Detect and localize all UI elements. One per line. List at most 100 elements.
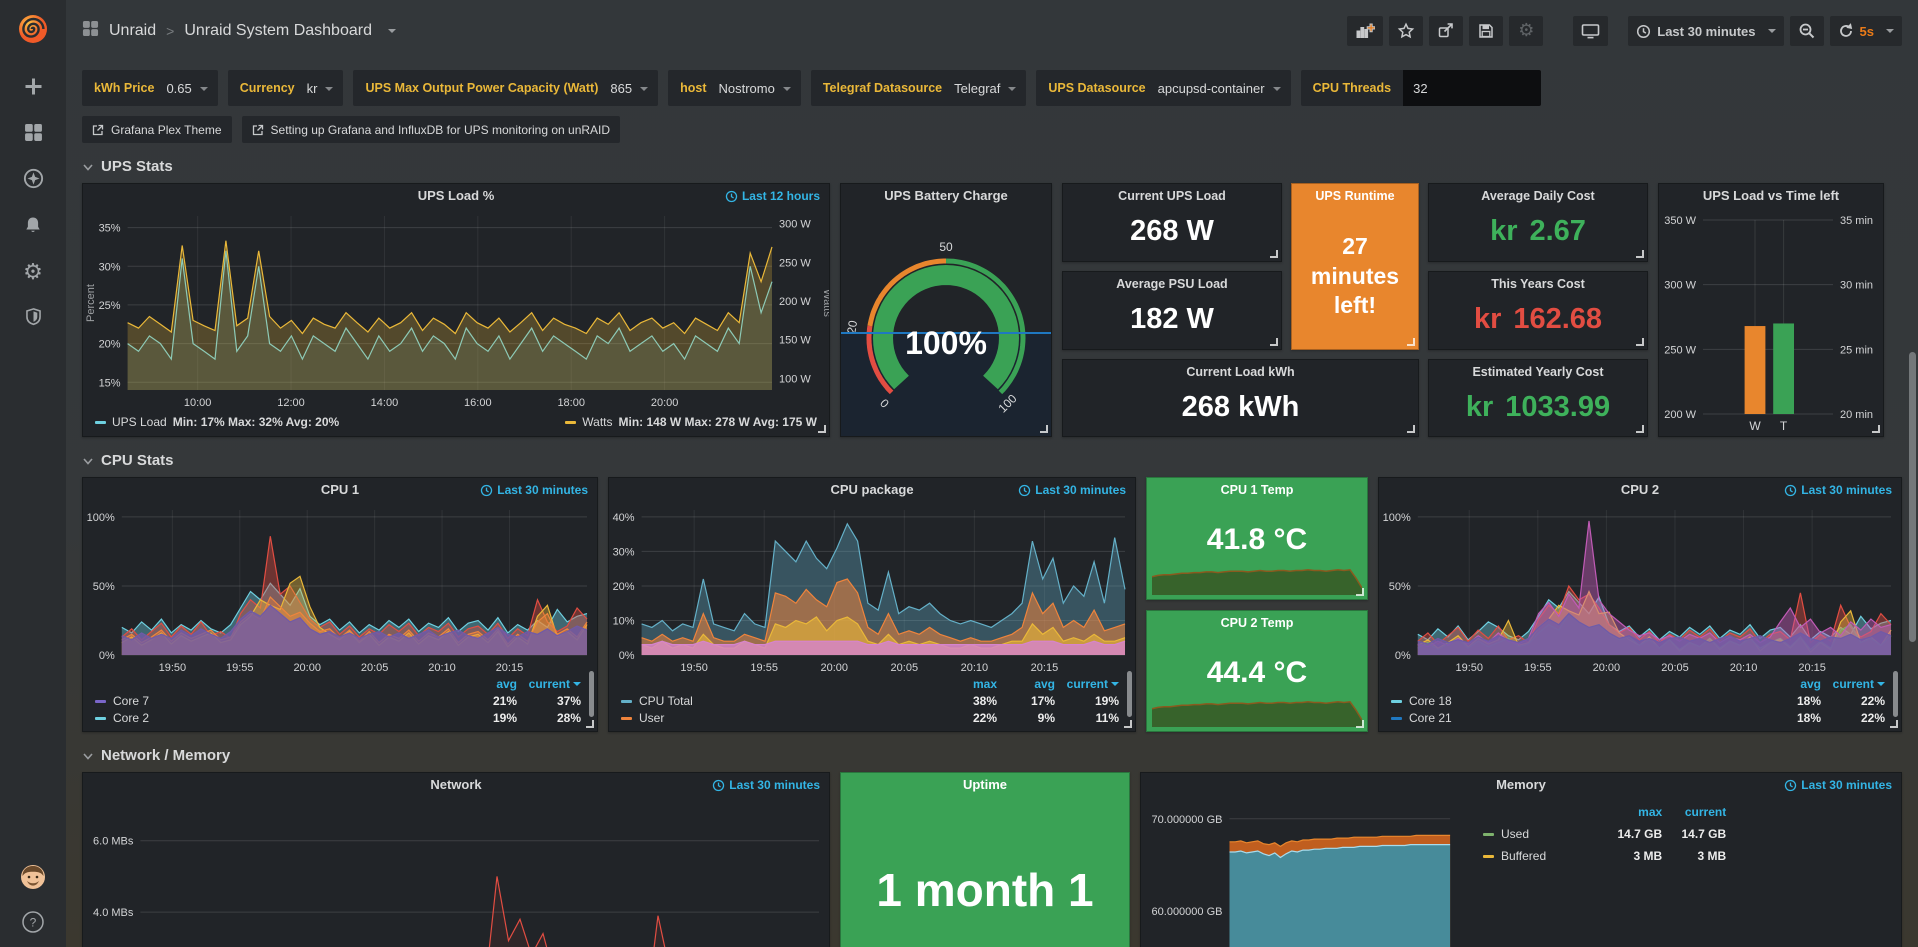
panel-average-daily-cost: Average Daily Cost kr 2.67 (1428, 183, 1648, 262)
panel-time-range[interactable]: Last 30 minutes (1784, 778, 1892, 792)
svg-text:20 min: 20 min (1840, 409, 1873, 421)
svg-text:20:15: 20:15 (496, 662, 524, 674)
page-title[interactable]: Unraid System Dashboard (184, 22, 372, 39)
save-button[interactable] (1469, 16, 1504, 46)
panel-title[interactable]: UPS Load % (417, 188, 495, 203)
panel-title[interactable]: Memory (1496, 777, 1546, 792)
chevron-down-icon[interactable] (387, 29, 396, 37)
series-name[interactable]: Core 2 (95, 711, 459, 725)
legend-scrollbar[interactable] (1127, 671, 1132, 717)
panel-time-range[interactable]: Last 30 minutes (480, 483, 588, 497)
panel-title[interactable]: Network (430, 777, 482, 792)
plus-icon (24, 77, 43, 101)
sidebar-item-configuration[interactable]: ⚙ (0, 250, 66, 296)
panel-title[interactable]: Current UPS Load (1118, 189, 1226, 203)
series-name[interactable]: UPS Load (112, 415, 167, 429)
panel-title[interactable]: Average Daily Cost (1481, 189, 1595, 203)
share-button[interactable] (1429, 16, 1464, 46)
ups-load-time-bars[interactable]: 350 W 35 min 300 W 30 min 250 W 25 min 200 W 20… (1659, 208, 1883, 436)
variable-telegraf-datasource[interactable]: Telegraf Datasource Telegraf (810, 70, 1027, 106)
sidebar-item-alerting[interactable] (0, 204, 66, 250)
panel-title[interactable]: UPS Battery Charge (884, 188, 1008, 203)
star-icon (1397, 22, 1415, 39)
panel-title[interactable]: CPU 2 (1620, 482, 1660, 497)
avatar[interactable] (19, 863, 47, 896)
dashboards-grid-icon[interactable] (82, 20, 99, 42)
svg-text:20:00: 20:00 (1593, 662, 1621, 674)
cycle-view-button[interactable] (1573, 16, 1609, 46)
refresh-button[interactable]: 5s (1829, 16, 1902, 46)
chevron-down-icon (83, 457, 93, 465)
panel-title[interactable]: UPS Runtime (1315, 189, 1395, 203)
panel-title[interactable]: Current Load kWh (1186, 365, 1295, 379)
panel-title[interactable]: Uptime (962, 777, 1008, 792)
settings-button[interactable]: ⚙ (1509, 16, 1544, 46)
svg-text:25 min: 25 min (1840, 344, 1873, 356)
variable-ups-datasource[interactable]: UPS Datasource apcupsd-container (1036, 70, 1291, 106)
panel-time-range[interactable]: Last 30 minutes (1784, 483, 1892, 497)
page-scrollbar[interactable] (1909, 352, 1916, 642)
panel-title[interactable]: CPU 1 Temp (1220, 483, 1294, 497)
svg-text:20%: 20% (99, 339, 121, 351)
panel-title[interactable]: CPU 1 (320, 482, 360, 497)
temp-sparkline (1152, 568, 1362, 595)
panel-title[interactable]: This Years Cost (1491, 277, 1585, 291)
panel-title[interactable]: CPU 2 Temp (1220, 615, 1294, 630)
grafana-logo-icon[interactable] (14, 10, 52, 48)
section-header-cpu-stats[interactable]: CPU Stats (82, 452, 1902, 469)
legend-scrollbar[interactable] (589, 671, 594, 717)
legend-scrollbar[interactable] (1893, 671, 1898, 717)
series-name[interactable]: Core 21 (1391, 711, 1763, 725)
variable-ups-max-power[interactable]: UPS Max Output Power Capacity (Watt) 865 (353, 70, 659, 106)
svg-text:20:00: 20:00 (293, 662, 321, 674)
panel-time-range[interactable]: Last 30 minutes (712, 778, 820, 792)
star-button[interactable] (1389, 16, 1424, 46)
variable-host[interactable]: host Nostromo (668, 70, 801, 106)
ups-load-chart[interactable]: 35% 30% 25% 20% 15% 300 W 250 W 200 W 150 W 100 W… (83, 208, 829, 412)
dashboard-link-plex-theme[interactable]: Grafana Plex Theme (82, 116, 232, 143)
stat-value: 27 minutes left! (1310, 232, 1400, 319)
zoom-out-button[interactable] (1789, 16, 1824, 46)
breadcrumb-folder[interactable]: Unraid (109, 22, 157, 39)
sidebar-item-server-admin[interactable] (0, 296, 66, 342)
section-header-network-memory[interactable]: Network / Memory (82, 747, 1902, 764)
top-nav: Unraid > Unraid System Dashboard ⚙ (82, 0, 1902, 62)
share-icon (1439, 23, 1454, 38)
svg-text:14:00: 14:00 (371, 397, 399, 409)
series-name[interactable]: CPU Total (621, 694, 939, 708)
series-name[interactable]: Used (1483, 827, 1604, 841)
cpu-package-chart[interactable]: 40% 30% 20% 10% 0% 19:50 19:55 20:00 20:05 20:10 2… (609, 502, 1135, 677)
panel-title[interactable]: Average PSU Load (1116, 277, 1228, 291)
svg-text:250 W: 250 W (1664, 344, 1696, 356)
save-icon (1479, 24, 1494, 38)
help-button[interactable]: ? (21, 910, 45, 939)
series-name[interactable]: Core 18 (1391, 694, 1763, 708)
series-name[interactable]: Buffered (1483, 849, 1604, 863)
sidebar-item-create[interactable] (0, 66, 66, 112)
legend: max current Used 14.7 GB 14.7 GB Buffere… (1483, 805, 1726, 863)
series-name[interactable]: Watts (582, 415, 613, 429)
section-header-ups-stats[interactable]: UPS Stats (82, 158, 1902, 175)
dashboard-link-ups-guide[interactable]: Setting up Grafana and InfluxDB for UPS … (241, 116, 621, 143)
panel-time-range[interactable]: Last 30 minutes (1018, 483, 1126, 497)
series-name[interactable]: Core 7 (95, 694, 459, 708)
series-name[interactable]: User (621, 711, 939, 725)
cpu-threads-input[interactable] (1403, 70, 1542, 106)
variable-currency[interactable]: Currency kr (227, 70, 344, 106)
sidebar-item-dashboards[interactable] (0, 112, 66, 158)
sidebar-item-explore[interactable] (0, 158, 66, 204)
panel-title[interactable]: UPS Load vs Time left (1702, 188, 1840, 203)
time-range-button[interactable]: Last 30 minutes (1628, 16, 1784, 46)
cpu2-chart[interactable]: 100% 50% 0% 19:50 19:55 20:00 20:05 20:10 20:15 (1379, 502, 1901, 677)
sidebar: ⚙ ? (0, 0, 66, 947)
panel-title[interactable]: CPU package (830, 482, 914, 497)
add-panel-button[interactable] (1347, 16, 1384, 46)
sort-caret-icon (1877, 682, 1885, 690)
panel-time-range[interactable]: Last 12 hours (725, 189, 820, 203)
panel-title[interactable]: Estimated Yearly Cost (1472, 365, 1604, 379)
cpu1-chart[interactable]: 100% 50% 0% 19:50 19:55 20:00 20:05 20:10 20:15 (83, 502, 597, 677)
variable-kwh-price[interactable]: kWh Price 0.65 (82, 70, 218, 106)
